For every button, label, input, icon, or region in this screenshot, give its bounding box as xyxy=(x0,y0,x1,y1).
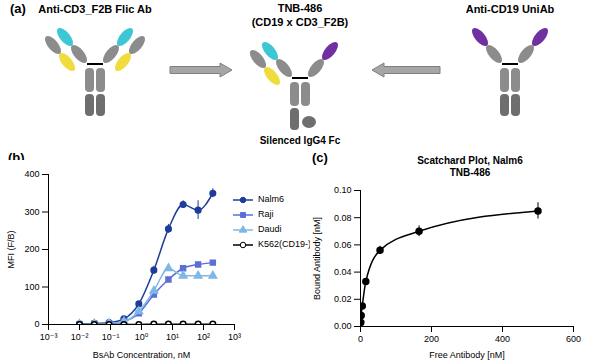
svg-text:0.08: 0.08 xyxy=(334,213,352,223)
svg-text:0.10: 0.10 xyxy=(334,185,352,195)
svg-text:Anti-CD3_F2B Flic Ab: Anti-CD3_F2B Flic Ab xyxy=(38,3,152,15)
svg-text:300: 300 xyxy=(24,207,39,217)
svg-text:Bound Antibody [nM]: Bound Antibody [nM] xyxy=(312,217,322,300)
svg-text:0.04: 0.04 xyxy=(334,267,352,277)
svg-text:0.06: 0.06 xyxy=(334,240,352,250)
svg-text:0.00: 0.00 xyxy=(334,321,352,331)
svg-text:Free Antibody [nM]: Free Antibody [nM] xyxy=(429,350,505,360)
svg-text:10⁻¹: 10⁻¹ xyxy=(102,332,120,342)
svg-text:400: 400 xyxy=(24,169,39,179)
html-text:Daudi: Daudi xyxy=(258,224,282,234)
html-text:TNB-486: TNB-486 xyxy=(449,167,491,178)
svg-text:TNB-486: TNB-486 xyxy=(278,2,323,14)
html-text:(c): (c) xyxy=(312,150,328,165)
svg-text:Silenced IgG4 Fc: Silenced IgG4 Fc xyxy=(260,135,341,146)
svg-text:Anti-CD19 UniAb: Anti-CD19 UniAb xyxy=(466,3,555,15)
html-text:Nalm6: Nalm6 xyxy=(258,194,284,204)
svg-text:BsAb Concentration, nM: BsAb Concentration, nM xyxy=(93,350,191,360)
html-text:(b): (b) xyxy=(8,150,25,165)
svg-text:10²: 10² xyxy=(197,332,210,342)
svg-text:200: 200 xyxy=(24,244,39,254)
svg-text:100: 100 xyxy=(24,282,39,292)
svg-text:10¹: 10¹ xyxy=(166,332,179,342)
svg-text:10⁻²: 10⁻² xyxy=(71,332,89,342)
svg-text:0: 0 xyxy=(34,319,39,329)
svg-text:0.02: 0.02 xyxy=(334,294,352,304)
svg-text:(CD19 x CD3_F2B): (CD19 x CD3_F2B) xyxy=(252,16,349,28)
html-text:Scatchard Plot, Nalm6: Scatchard Plot, Nalm6 xyxy=(417,155,523,166)
svg-text:600: 600 xyxy=(566,334,581,344)
svg-text:MFI (F/B): MFI (F/B) xyxy=(6,231,16,269)
svg-text:10⁻³: 10⁻³ xyxy=(40,332,58,342)
html-text:K562(CD19-): K562(CD19-) xyxy=(258,239,311,249)
svg-text:0: 0 xyxy=(358,334,363,344)
svg-text:400: 400 xyxy=(495,334,510,344)
html-text:Raji: Raji xyxy=(258,209,274,219)
svg-text:200: 200 xyxy=(424,334,439,344)
svg-text:10⁰: 10⁰ xyxy=(135,332,149,342)
svg-text:(a): (a) xyxy=(10,1,26,16)
svg-text:10³: 10³ xyxy=(228,332,241,342)
